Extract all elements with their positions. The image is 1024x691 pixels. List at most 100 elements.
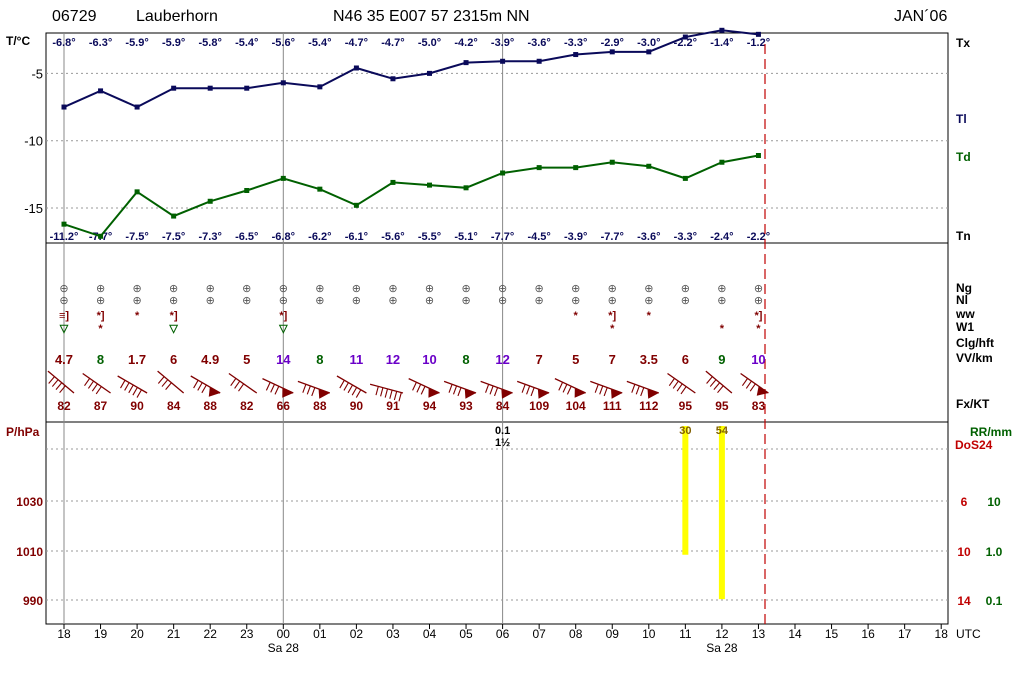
x-axis-label: 02 (350, 627, 364, 641)
cloud-nl-symbol: ⊕ (571, 295, 580, 307)
x-axis-label: 00 (277, 627, 291, 641)
series-point-Tl (609, 49, 615, 55)
series-point-Td (609, 159, 615, 165)
visibility-value: 4.7 (55, 352, 73, 367)
wind-barb-feather (351, 387, 358, 396)
tn-value: -2.2° (747, 231, 770, 243)
gust-value: 109 (529, 399, 549, 413)
wind-barb-feather (380, 387, 384, 397)
x-axis-label: 05 (459, 627, 473, 641)
series-point-Tl (207, 85, 213, 91)
series-point-Tl (719, 27, 725, 33)
wind-barb-feather (95, 386, 102, 395)
weather-row-label: Nl (956, 293, 968, 307)
wind-barb-staff (82, 372, 111, 394)
visibility-value: 10 (751, 352, 765, 367)
cloud-ng-symbol: ⊕ (96, 283, 105, 295)
series-point-Td (500, 170, 506, 176)
x-axis-label: 03 (386, 627, 400, 641)
cloud-ng-symbol: ⊕ (279, 283, 288, 295)
gust-value: 82 (240, 399, 254, 413)
pressure-tick-label: 990 (23, 594, 43, 608)
wind-barb-feather (193, 379, 199, 389)
cloud-ng-symbol: ⊕ (132, 283, 141, 295)
wind-barb-feather (452, 385, 458, 395)
wind-barb-feather (197, 382, 203, 391)
wind-barb-feather (521, 384, 526, 393)
temp-y-tick-label: -10 (24, 134, 43, 149)
ww-symbol: *] (97, 310, 105, 322)
wind-barb-feather (165, 382, 172, 390)
gust-value: 88 (313, 399, 327, 413)
series-point-Tl (61, 104, 67, 110)
wind-flag (428, 387, 440, 398)
wind-barb-feather (393, 391, 398, 401)
tx-value: -3.9° (491, 37, 514, 49)
visibility-value: 12 (386, 352, 400, 367)
series-point-Td (207, 198, 213, 204)
wind-flag (282, 387, 294, 398)
chart-frame (45, 32, 949, 625)
temp-y-tick-label: -15 (24, 201, 43, 216)
station-coords: N46 35 E007 57 2315m NN (333, 8, 530, 25)
tx-value: -4.7° (381, 37, 404, 49)
wind-barb-feather (416, 384, 422, 393)
ww-symbol: *] (170, 310, 178, 322)
wind-barb-feather (91, 383, 98, 392)
w1-symbol: ▽ (168, 323, 178, 335)
gust-value: 104 (566, 399, 586, 413)
wind-barb-feather (749, 383, 756, 392)
w1-symbol: ▽ (59, 323, 69, 335)
wind-barb-feather (347, 384, 354, 394)
x-axis-label: 10 (642, 627, 656, 641)
series-point-Td (280, 175, 286, 181)
wind-barb-feather (530, 387, 535, 397)
tn-value: -4.5° (527, 231, 550, 243)
wind-barb-feather (120, 379, 126, 389)
wind-barb-feather (384, 388, 389, 398)
tn-value: -5.1° (454, 231, 477, 243)
rr-tick-label: 0.1 (986, 594, 1003, 608)
series-label-Td: Td (956, 150, 971, 164)
visibility-value: 12 (495, 352, 509, 367)
x-axis-label: 20 (130, 627, 144, 641)
tn-value: -7.3° (199, 231, 222, 243)
wind-barb-feather (161, 379, 169, 387)
wind-barb-staff (408, 378, 440, 394)
x-axis-date-label: Sa 28 (706, 641, 738, 655)
wind-barb-feather (448, 384, 453, 393)
series-point-Tl (244, 85, 250, 91)
x-axis-label: 11 (679, 627, 692, 641)
wind-barb-staff (157, 370, 185, 394)
gust-value: 94 (423, 399, 437, 413)
gust-value: 95 (715, 399, 729, 413)
visibility-value: 11 (350, 352, 364, 367)
wind-barb-feather (412, 381, 417, 391)
weather-row-label: ww (955, 307, 975, 321)
wind-barb-feather (128, 384, 134, 394)
wind-barb-feather (132, 387, 138, 396)
tx-value: -5.0° (418, 37, 441, 49)
series-point-Tl (353, 65, 359, 71)
x-axis-label: 12 (715, 627, 729, 641)
weather-row-label: W1 (956, 320, 974, 334)
cloud-nl-symbol: ⊕ (279, 295, 288, 307)
w1-symbol: * (756, 323, 761, 335)
series-point-Tl (171, 85, 177, 91)
wind-barb-feather (343, 382, 349, 391)
precip-bar (682, 426, 689, 555)
wind-flag (318, 388, 330, 399)
wind-barb-feather (566, 386, 572, 395)
wind-barb-staff (117, 375, 148, 394)
series-point-Td (719, 159, 725, 165)
series-point-Tl (755, 31, 761, 37)
cloud-nl-symbol: ⊕ (461, 295, 470, 307)
wind-barb-feather (270, 384, 276, 393)
wind-barb-feather (389, 389, 393, 399)
precip-annotation: 1½ (495, 437, 510, 449)
tx-label: Tx (956, 36, 970, 50)
precip-annotation: 0.1 (495, 425, 510, 437)
pressure-tick-label: 1030 (16, 495, 43, 509)
wind-barb-staff (47, 370, 75, 394)
dos-tick-label: 14 (957, 594, 971, 608)
